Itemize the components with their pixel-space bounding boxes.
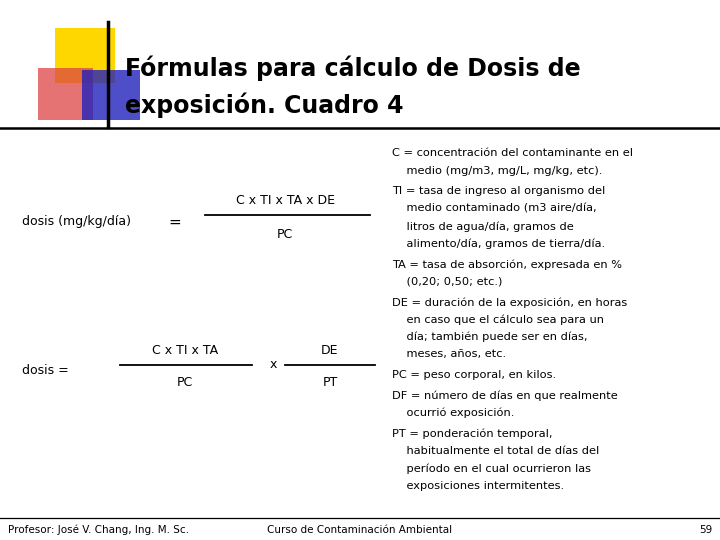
Text: ocurrió exposición.: ocurrió exposición. bbox=[392, 408, 514, 418]
Text: DE = duración de la exposición, en horas: DE = duración de la exposición, en horas bbox=[392, 297, 627, 307]
Text: (0,20; 0,50; etc.): (0,20; 0,50; etc.) bbox=[392, 276, 503, 287]
Bar bbox=[82, 70, 140, 120]
Text: C x TI x TA: C x TI x TA bbox=[152, 343, 218, 356]
Text: exposiciones intermitentes.: exposiciones intermitentes. bbox=[392, 481, 564, 491]
Text: habitualmente el total de días del: habitualmente el total de días del bbox=[392, 446, 599, 456]
Text: Fórmulas para cálculo de Dosis de: Fórmulas para cálculo de Dosis de bbox=[125, 55, 580, 81]
Text: PC: PC bbox=[277, 228, 293, 241]
Text: =: = bbox=[168, 214, 181, 230]
Text: TI = tasa de ingreso al organismo del: TI = tasa de ingreso al organismo del bbox=[392, 186, 606, 196]
Text: meses, años, etc.: meses, años, etc. bbox=[392, 349, 506, 360]
Text: día; también puede ser en días,: día; también puede ser en días, bbox=[392, 332, 588, 342]
Text: 59: 59 bbox=[698, 525, 712, 535]
Text: Curso de Contaminación Ambiental: Curso de Contaminación Ambiental bbox=[267, 525, 453, 535]
Text: alimento/día, gramos de tierra/día.: alimento/día, gramos de tierra/día. bbox=[392, 239, 605, 249]
Text: dosis =: dosis = bbox=[22, 363, 68, 376]
Text: DF = número de días en que realmente: DF = número de días en que realmente bbox=[392, 390, 618, 401]
Text: litros de agua/día, gramos de: litros de agua/día, gramos de bbox=[392, 221, 574, 232]
Text: PT = ponderación temporal,: PT = ponderación temporal, bbox=[392, 429, 552, 439]
Text: medio contaminado (m3 aire/día,: medio contaminado (m3 aire/día, bbox=[392, 204, 597, 213]
Text: dosis (mg/kg/día): dosis (mg/kg/día) bbox=[22, 215, 131, 228]
Text: PC: PC bbox=[177, 376, 193, 389]
Text: C x TI x TA x DE: C x TI x TA x DE bbox=[235, 193, 335, 206]
Text: en caso que el cálculo sea para un: en caso que el cálculo sea para un bbox=[392, 314, 604, 325]
Text: medio (mg/m3, mg/L, mg/kg, etc).: medio (mg/m3, mg/L, mg/kg, etc). bbox=[392, 165, 603, 176]
Text: PT: PT bbox=[323, 376, 338, 389]
Text: TA = tasa de absorción, expresada en %: TA = tasa de absorción, expresada en % bbox=[392, 259, 622, 269]
Text: x: x bbox=[270, 359, 277, 372]
Bar bbox=[38, 68, 93, 120]
Text: Profesor: José V. Chang, Ing. M. Sc.: Profesor: José V. Chang, Ing. M. Sc. bbox=[8, 525, 189, 535]
Text: PC = peso corporal, en kilos.: PC = peso corporal, en kilos. bbox=[392, 370, 556, 380]
Text: período en el cual ocurrieron las: período en el cual ocurrieron las bbox=[392, 463, 591, 474]
Text: exposición. Cuadro 4: exposición. Cuadro 4 bbox=[125, 92, 403, 118]
Text: C = concentración del contaminante en el: C = concentración del contaminante en el bbox=[392, 148, 633, 158]
Bar bbox=[55, 28, 115, 83]
Text: DE: DE bbox=[321, 343, 338, 356]
